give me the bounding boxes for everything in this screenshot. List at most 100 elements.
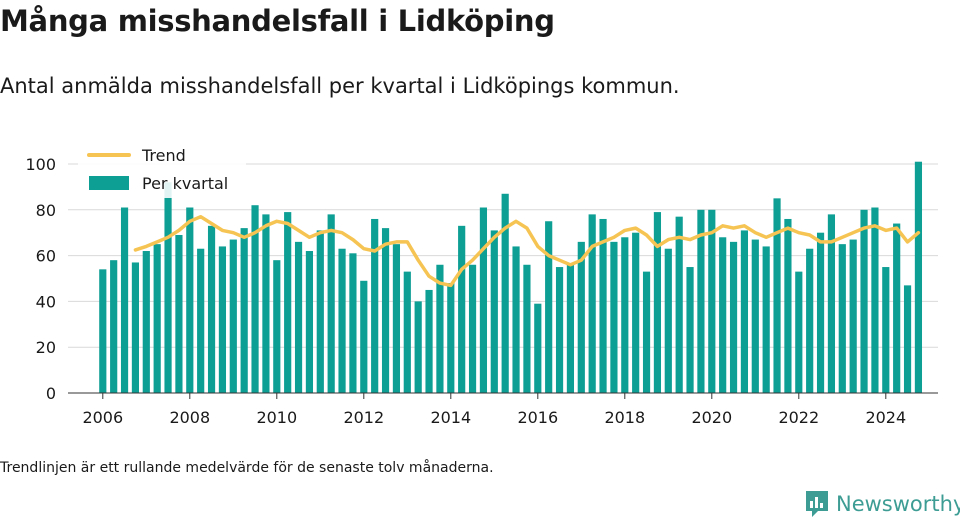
bar xyxy=(218,246,227,393)
y-tick-label: 80 xyxy=(36,201,56,220)
bar xyxy=(893,223,901,393)
bar xyxy=(719,237,727,393)
bar xyxy=(664,248,672,393)
bar xyxy=(534,303,542,393)
x-tick-label: 2014 xyxy=(430,408,471,427)
bar xyxy=(773,198,781,393)
bar xyxy=(186,207,194,393)
bar xyxy=(316,230,324,393)
chart-title: Många misshandelsfall i Lidköping xyxy=(0,4,555,38)
bar xyxy=(827,214,836,393)
y-tick-label: 0 xyxy=(46,384,56,403)
bar-line-chart: Trend Per kvartal 0 20 40 60 80 100 2006 2008 20… xyxy=(25,142,938,427)
bar xyxy=(164,182,172,393)
x-tick-label: 2006 xyxy=(82,408,123,427)
bar xyxy=(806,248,814,393)
bar xyxy=(762,246,770,393)
bar xyxy=(153,244,161,393)
trend-line xyxy=(133,214,921,288)
bar xyxy=(436,264,444,393)
bar xyxy=(110,260,118,393)
bar xyxy=(349,253,357,393)
brand-name: Newsworthy xyxy=(836,492,960,516)
bar xyxy=(849,239,857,393)
bar xyxy=(512,246,520,393)
bar xyxy=(468,264,477,393)
bar xyxy=(262,214,270,393)
bar xyxy=(240,228,248,393)
bar-series xyxy=(99,161,923,393)
bar xyxy=(120,207,129,393)
bar xyxy=(403,271,411,393)
bar xyxy=(207,225,216,393)
bar xyxy=(675,216,683,393)
x-tick-label: 2022 xyxy=(778,408,819,427)
bar xyxy=(816,232,825,393)
bar xyxy=(686,267,694,393)
x-tick-label: 2008 xyxy=(169,408,210,427)
axes: 0 20 40 60 80 100 2006 2008 2010 2012 2014 2016 2018… xyxy=(25,155,938,427)
bar xyxy=(229,239,237,393)
bar xyxy=(523,264,531,393)
bar xyxy=(555,267,564,393)
bar xyxy=(621,237,629,393)
bar xyxy=(305,251,314,393)
bar xyxy=(577,241,585,393)
bar xyxy=(599,218,607,393)
y-tick-label: 40 xyxy=(36,292,56,311)
x-tick-label: 2012 xyxy=(343,408,384,427)
bar xyxy=(338,248,346,393)
bar xyxy=(142,251,150,393)
bar xyxy=(371,218,379,393)
bar xyxy=(903,285,912,393)
newsworthy-logo-icon xyxy=(806,491,828,517)
bar xyxy=(501,193,509,393)
chart-subtitle: Antal anmälda misshandelsfall per kvarta… xyxy=(0,74,680,98)
legend-label-trend: Trend xyxy=(141,146,186,165)
bar xyxy=(479,207,488,393)
bar xyxy=(414,301,422,393)
bar xyxy=(131,262,140,393)
bar xyxy=(99,269,107,393)
trend-series xyxy=(133,214,921,288)
bar xyxy=(740,230,749,393)
x-tick-label: 2020 xyxy=(691,408,732,427)
bar xyxy=(425,289,433,393)
bar xyxy=(588,214,596,393)
bar xyxy=(871,207,879,393)
x-tick-label: 2024 xyxy=(865,408,906,427)
legend-label-per-kvartal: Per kvartal xyxy=(142,174,228,193)
legend-swatch-per-kvartal xyxy=(89,176,129,190)
footnote: Trendlinjen är ett rullande medelvärde f… xyxy=(0,460,494,476)
bar xyxy=(795,271,803,393)
bar xyxy=(545,221,553,393)
bar xyxy=(838,244,846,393)
bar xyxy=(197,248,205,393)
bar xyxy=(360,280,368,393)
bar xyxy=(784,218,792,393)
bar xyxy=(284,212,292,393)
bar xyxy=(458,225,466,393)
bar xyxy=(729,241,738,393)
bar xyxy=(610,241,618,393)
y-tick-label: 60 xyxy=(36,247,56,266)
bar xyxy=(860,209,868,393)
bar xyxy=(697,209,705,393)
bar xyxy=(251,205,259,393)
bar xyxy=(175,234,183,393)
y-tick-label: 20 xyxy=(36,338,56,357)
bar xyxy=(632,232,640,393)
bar xyxy=(914,161,923,393)
x-tick-label: 2018 xyxy=(604,408,645,427)
y-tick-label: 100 xyxy=(25,155,56,174)
bar xyxy=(294,241,303,393)
bar xyxy=(327,214,335,393)
bar xyxy=(566,264,575,393)
bar xyxy=(642,271,651,393)
bar xyxy=(490,230,498,393)
legend: Trend Per kvartal xyxy=(78,142,246,198)
bar xyxy=(273,260,281,393)
brand: Newsworthy xyxy=(804,488,960,520)
x-tick-label: 2010 xyxy=(256,408,297,427)
bar xyxy=(392,244,401,393)
